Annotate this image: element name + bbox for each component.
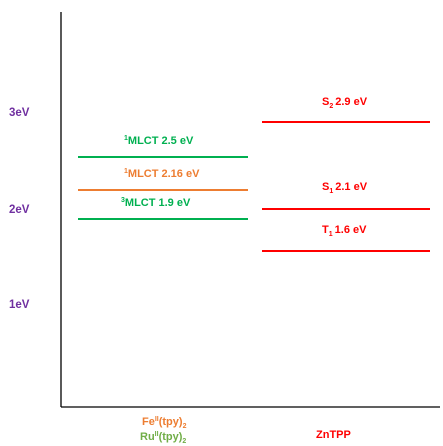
level-label-t1-text: 1.6 eV [335,224,367,236]
level-label-s1-text: 2.1 eV [335,181,367,193]
level-label-1mlct-ru-text: MLCT 2.5 eV [128,135,194,147]
column-label-fe-tail: (tpy) [159,416,183,428]
level-label-1mlct-ru-sup: 1 [124,135,128,142]
column-label-fe-sup: II [155,416,159,423]
column-label-ru-sub: 2 [182,438,186,445]
level-label-t1-sub: 1 [329,231,333,238]
column-label-fe-tpy: FeII(tpy)2 [142,416,187,430]
y-tick-label-2ev: 2eV [9,204,30,216]
level-label-s2-main: S [322,96,329,108]
column-label-fe-main: Fe [142,416,155,428]
column-label-zntpp: ZnTPP [316,429,351,441]
level-label-s2: S2 2.9 eV [322,96,368,110]
column-label-ru-tpy: RuII(tpy)2 [140,431,186,445]
level-label-1mlct-ru: 1MLCT 2.5 eV [124,135,194,147]
y-tick-label-1ev: 1eV [9,299,30,311]
y-tick-label-3ev: 3eV [9,107,30,119]
level-label-t1: T1 1.6 eV [322,224,367,238]
level-label-s1-sub: 1 [329,188,333,195]
column-label-ru-sup: II [155,431,159,438]
level-label-1mlct-fe: 1MLCT 2.16 eV [124,168,200,180]
level-label-s1: S1 2.1 eV [322,181,368,195]
level-label-3mlct-ru: 3MLCT 1.9 eV [121,197,191,209]
column-label-ru-tail: (tpy) [159,431,183,443]
column-label-fe-sub: 2 [183,423,187,430]
column-label-ru-main: Ru [140,431,155,443]
level-label-s2-sub: 2 [329,103,333,110]
level-label-s1-main: S [322,181,329,193]
level-label-3mlct-ru-text: MLCT 1.9 eV [125,197,191,209]
level-label-1mlct-fe-sup: 1 [124,168,128,175]
level-label-1mlct-fe-text: MLCT 2.16 eV [128,168,200,180]
level-label-s2-text: 2.9 eV [335,96,367,108]
level-label-3mlct-ru-sup: 3 [121,197,125,204]
level-label-t1-main: T [322,224,329,236]
